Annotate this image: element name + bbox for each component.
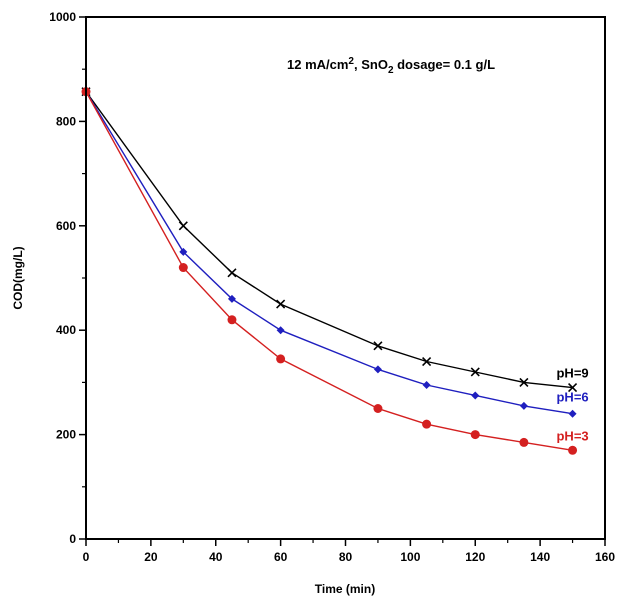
data-point-ph6 — [519, 401, 528, 410]
conditions-annotation: 12 mA/cm2, SnO2 dosage= 0.1 g/L — [287, 56, 495, 76]
y-tick-label: 600 — [56, 219, 76, 233]
data-point-ph6 — [568, 409, 577, 418]
series-label-ph6: pH=6 — [556, 390, 588, 405]
data-point-ph9 — [227, 268, 237, 278]
data-point-ph9 — [373, 341, 383, 351]
data-point-ph3 — [470, 430, 480, 440]
data-point-ph9 — [567, 383, 578, 393]
data-point-ph9 — [519, 377, 529, 387]
annotation-subscript: 2 — [388, 65, 394, 76]
x-tick-label: 120 — [465, 550, 485, 564]
y-tick-label: 1000 — [49, 10, 76, 24]
series-line-ph6 — [85, 91, 573, 415]
data-point-ph6 — [471, 391, 480, 400]
x-tick-label: 80 — [339, 550, 353, 564]
x-tick-label: 160 — [595, 550, 615, 564]
x-tick-label: 0 — [83, 550, 90, 564]
series-line-ph3 — [85, 91, 573, 451]
data-point-ph9 — [276, 299, 286, 309]
data-point-ph6 — [179, 247, 188, 256]
data-point-ph6 — [373, 365, 382, 374]
y-tick-label: 400 — [56, 323, 76, 337]
series-label-ph3: pH=3 — [556, 428, 588, 443]
y-tick-label: 0 — [69, 532, 76, 546]
data-point-ph3 — [227, 315, 237, 325]
data-point-ph3 — [422, 419, 432, 429]
x-tick-label: 20 — [144, 550, 158, 564]
series-line-ph9 — [85, 91, 573, 389]
y-tick-label: 200 — [56, 428, 76, 442]
data-point-ph3 — [568, 445, 578, 455]
data-point-ph3 — [519, 437, 529, 447]
x-tick-label: 100 — [400, 550, 420, 564]
data-point-ph3 — [276, 354, 286, 364]
series-label-ph9: pH=9 — [556, 366, 588, 381]
annotation-superscript: 2 — [348, 56, 354, 67]
data-point-ph9 — [422, 356, 432, 367]
data-point-ph9 — [470, 367, 480, 377]
y-axis-title: COD(mg/L) — [11, 246, 25, 309]
data-point-ph6 — [276, 326, 285, 335]
x-tick-label: 60 — [274, 550, 288, 564]
data-point-ph6 — [227, 294, 236, 303]
y-tick-label: 800 — [56, 114, 76, 128]
data-point-ph3 — [373, 404, 383, 413]
x-axis-title: Time (min) — [315, 582, 375, 596]
data-point-ph3 — [178, 263, 188, 273]
x-tick-label: 40 — [209, 550, 223, 564]
data-point-ph9 — [178, 221, 188, 231]
plot-frame — [85, 16, 606, 540]
x-tick-label: 140 — [530, 550, 550, 564]
data-point-ph6 — [422, 381, 431, 390]
